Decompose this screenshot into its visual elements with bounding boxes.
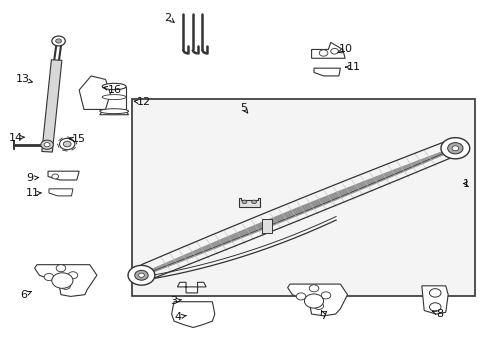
Text: 1: 1	[462, 179, 469, 189]
Text: 16: 16	[108, 85, 122, 95]
Circle shape	[128, 265, 155, 285]
Circle shape	[44, 274, 54, 280]
Polygon shape	[79, 76, 110, 109]
Circle shape	[451, 146, 458, 151]
Circle shape	[61, 282, 70, 289]
Polygon shape	[13, 140, 15, 149]
Text: 15: 15	[72, 134, 86, 144]
Text: 7: 7	[319, 311, 326, 321]
Circle shape	[428, 303, 440, 311]
Text: 8: 8	[436, 309, 443, 319]
Polygon shape	[35, 265, 97, 296]
Polygon shape	[313, 68, 340, 76]
Circle shape	[52, 273, 73, 288]
Circle shape	[44, 143, 50, 147]
Polygon shape	[41, 60, 62, 152]
Circle shape	[52, 36, 65, 46]
Ellipse shape	[102, 95, 126, 100]
Polygon shape	[238, 198, 259, 207]
Circle shape	[321, 292, 330, 299]
Text: 11: 11	[26, 188, 40, 198]
Ellipse shape	[102, 83, 126, 90]
Text: 6: 6	[20, 290, 27, 300]
Text: 14: 14	[8, 133, 22, 143]
Polygon shape	[311, 42, 345, 58]
Text: 4: 4	[174, 312, 182, 322]
Circle shape	[319, 50, 327, 56]
Ellipse shape	[100, 109, 128, 114]
Polygon shape	[100, 111, 128, 115]
Text: 10: 10	[338, 45, 352, 54]
Circle shape	[56, 39, 61, 43]
Text: 11: 11	[346, 62, 360, 72]
Text: 13: 13	[16, 75, 30, 85]
Circle shape	[242, 200, 246, 204]
Polygon shape	[49, 189, 73, 196]
Polygon shape	[177, 282, 206, 293]
Polygon shape	[287, 284, 347, 316]
Circle shape	[41, 140, 53, 149]
Circle shape	[52, 174, 59, 179]
Circle shape	[56, 265, 65, 272]
Circle shape	[428, 289, 440, 297]
Circle shape	[440, 138, 469, 159]
Circle shape	[296, 293, 305, 300]
Circle shape	[308, 285, 318, 292]
Bar	[132, 99, 473, 296]
Circle shape	[447, 143, 462, 154]
Circle shape	[313, 302, 323, 310]
Circle shape	[330, 48, 338, 54]
Circle shape	[63, 141, 71, 147]
Text: 3: 3	[170, 296, 177, 306]
Circle shape	[68, 272, 78, 279]
Polygon shape	[171, 302, 214, 328]
Text: 9: 9	[27, 173, 34, 183]
Circle shape	[135, 270, 148, 280]
Polygon shape	[421, 286, 447, 314]
Circle shape	[251, 200, 256, 204]
Text: 2: 2	[164, 13, 171, 23]
Polygon shape	[48, 171, 79, 180]
Circle shape	[304, 294, 323, 308]
Polygon shape	[102, 86, 126, 111]
Text: 12: 12	[137, 98, 151, 107]
Text: 5: 5	[240, 103, 246, 113]
Bar	[262, 219, 271, 233]
Circle shape	[60, 138, 75, 150]
Circle shape	[138, 273, 144, 277]
